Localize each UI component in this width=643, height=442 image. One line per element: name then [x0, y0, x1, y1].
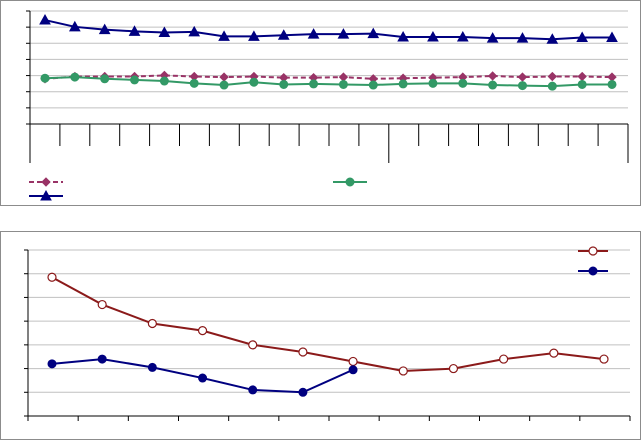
top-data-point	[368, 80, 378, 90]
top-series-line	[44, 19, 612, 41]
bottom-data-point	[47, 272, 57, 282]
bottom-data-point	[348, 356, 358, 367]
bottom-chart-panel	[0, 231, 641, 440]
top-data-point	[367, 27, 380, 39]
top-data-point	[456, 30, 469, 42]
top-data-point	[189, 78, 199, 88]
top-data-point	[70, 72, 80, 82]
top-data-point	[279, 79, 289, 89]
top-series-line	[44, 76, 612, 88]
top-data-point	[517, 72, 528, 82]
top-legend-marker	[345, 177, 355, 187]
top-data-point	[547, 81, 557, 91]
top-data-point	[488, 80, 498, 90]
top-data-point	[338, 72, 349, 82]
top-series-line	[44, 74, 613, 80]
bottom-data-point	[348, 365, 358, 375]
top-data-point	[338, 79, 348, 89]
bottom-data-point	[97, 299, 107, 310]
bottom-data-point	[398, 366, 408, 376]
bottom-data-point	[97, 354, 107, 364]
top-data-point	[218, 30, 230, 41]
bottom-data-point	[198, 373, 208, 383]
top-data-point	[309, 79, 319, 89]
bottom-data-point	[147, 362, 157, 372]
top-data-point	[397, 30, 409, 42]
top-data-point	[487, 71, 498, 81]
bottom-data-point	[599, 354, 609, 364]
top-legend-marker	[41, 177, 51, 187]
bottom-data-point	[549, 348, 559, 358]
bottom-series-line	[51, 276, 605, 372]
top-data-point	[607, 79, 617, 89]
top-data-point	[248, 30, 260, 41]
top-data-point	[577, 79, 587, 89]
top-data-point	[188, 25, 201, 37]
top-legend-marker	[40, 189, 52, 201]
top-data-point	[39, 14, 51, 25]
bottom-legend-marker	[588, 246, 598, 256]
bottom-data-point	[197, 326, 208, 336]
top-data-point	[277, 29, 290, 40]
bottom-data-point	[147, 318, 157, 329]
bottom-data-point	[298, 347, 308, 357]
top-data-point	[219, 80, 229, 90]
bottom-data-point	[298, 387, 308, 397]
bottom-data-point	[448, 363, 459, 374]
bottom-legend-marker	[588, 266, 598, 276]
bottom-data-point	[499, 354, 509, 364]
top-data-point	[130, 75, 140, 85]
top-data-point	[607, 72, 617, 82]
bottom-data-point	[248, 340, 258, 350]
top-data-point	[547, 71, 558, 82]
top-data-point	[158, 26, 171, 37]
top-data-point	[606, 31, 618, 43]
bottom-data-point	[248, 385, 258, 395]
top-data-point	[398, 79, 408, 89]
top-data-point	[517, 81, 527, 91]
top-data-point	[307, 28, 320, 39]
top-data-point	[159, 76, 169, 86]
top-data-point	[577, 71, 587, 82]
top-data-point	[458, 78, 468, 88]
top-data-point	[219, 72, 229, 82]
top-data-point	[428, 78, 438, 88]
top-data-point	[516, 32, 529, 43]
top-data-point	[128, 25, 141, 36]
bottom-data-point	[47, 359, 57, 369]
top-data-point	[576, 31, 589, 43]
top-data-point	[337, 28, 350, 39]
top-data-point	[427, 30, 439, 42]
top-data-point	[98, 23, 111, 35]
top-data-point	[68, 20, 81, 32]
top-data-point	[546, 33, 559, 44]
top-data-point	[40, 73, 50, 83]
top-data-point	[486, 32, 499, 43]
top-data-point	[100, 74, 110, 84]
top-data-point	[249, 77, 259, 87]
